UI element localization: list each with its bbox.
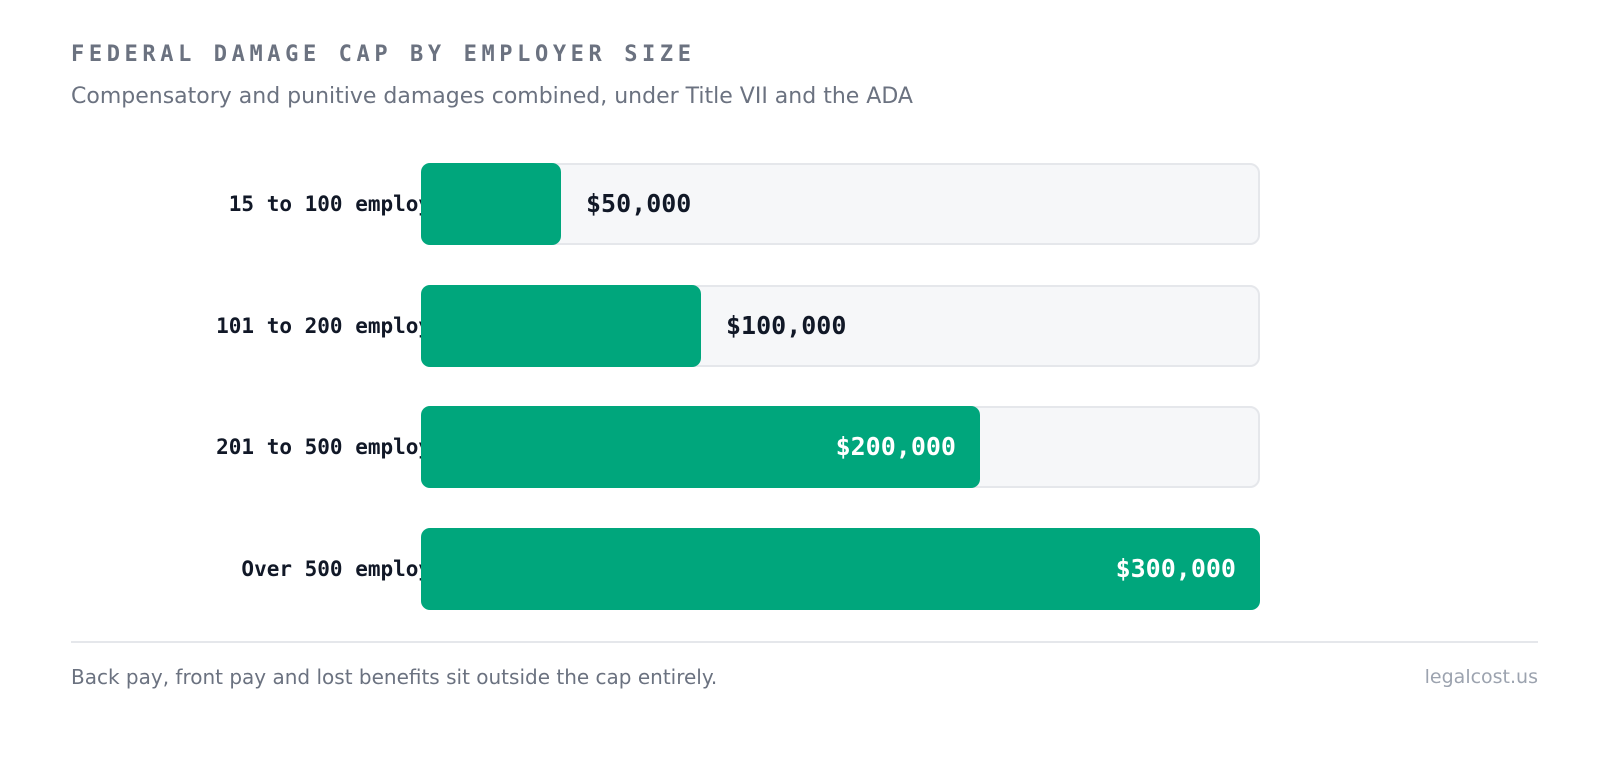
bar-row: 15 to 100 employees $50,000	[71, 163, 1538, 245]
bar	[421, 406, 980, 488]
value-label: $100,000	[726, 310, 847, 340]
bar	[421, 163, 561, 245]
bar-row: 201 to 500 employees $200,000	[71, 406, 1538, 488]
bar-chart: 15 to 100 employees $50,000 101 to 200 emp…	[71, 163, 1538, 613]
value-label: $200,000	[835, 432, 956, 461]
bar-track: $100,000	[421, 284, 1260, 367]
bar-row: Over 500 employees $300,000	[71, 527, 1538, 610]
value-label: $50,000	[586, 189, 692, 218]
footnote: Back pay, front pay and lost benefits si…	[71, 665, 718, 689]
value-label: $300,000	[1115, 553, 1236, 583]
bar-track: $200,000	[421, 406, 1260, 488]
bar-row: 101 to 200 employees $100,000	[71, 284, 1538, 367]
chart-subtitle: Compensatory and punitive damages combin…	[71, 84, 913, 109]
bar	[421, 284, 701, 367]
bar-track: $300,000	[421, 527, 1260, 610]
source-credit: legalcost.us	[1424, 666, 1538, 688]
chart-card: FEDERAL DAMAGE CAP BY EMPLOYER SIZE Comp…	[71, 0, 1538, 764]
footer-divider	[71, 641, 1538, 643]
bar-track: $50,000	[421, 163, 1260, 245]
bar	[421, 527, 1260, 610]
chart-title: FEDERAL DAMAGE CAP BY EMPLOYER SIZE	[71, 42, 696, 67]
